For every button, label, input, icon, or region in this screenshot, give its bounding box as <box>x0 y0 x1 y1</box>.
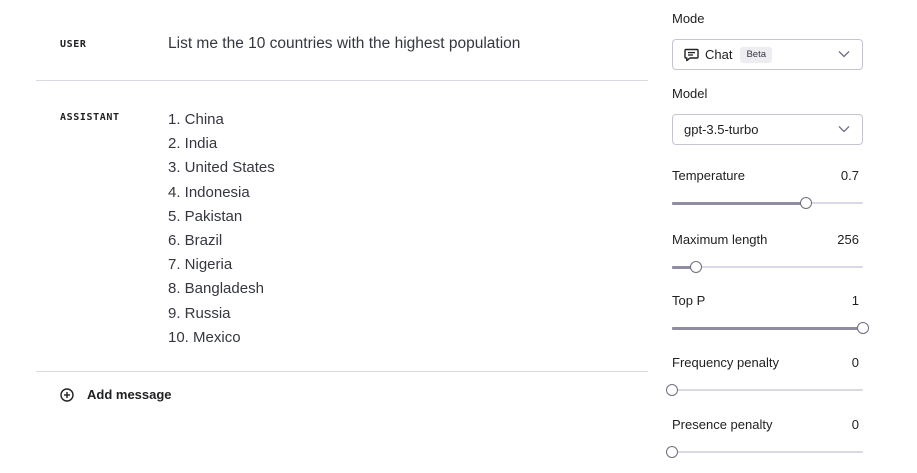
temperature-slider[interactable] <box>672 197 863 209</box>
presence-penalty-slider[interactable] <box>666 446 863 458</box>
assistant-message[interactable]: ASSISTANT 1. China 2. India 3. United St… <box>36 82 648 372</box>
chat-bubble-icon <box>684 48 699 61</box>
frequency-penalty-value: 0 <box>851 355 859 370</box>
assistant-line: 6. Brazil <box>168 232 223 250</box>
temperature-value: 0.7 <box>840 168 859 183</box>
frequency-penalty-slider[interactable] <box>666 384 863 396</box>
chevron-down-icon <box>838 51 850 58</box>
user-message[interactable]: USER List me the 10 countries with the h… <box>36 0 648 81</box>
assistant-line: 9. Russia <box>168 304 231 322</box>
slider-thumb[interactable] <box>799 197 812 209</box>
settings-panel: Mode Chat Beta Model gpt-3.5-turbo Tempe… <box>666 0 917 473</box>
slider-thumb[interactable] <box>689 261 702 273</box>
slider-thumb[interactable] <box>666 446 678 458</box>
add-message-label: Add message <box>87 387 172 402</box>
temperature-label: Temperature <box>672 168 745 183</box>
assistant-line: 10. Mexico <box>168 328 241 346</box>
assistant-line: 2. India <box>168 135 218 153</box>
assistant-role-label[interactable]: ASSISTANT <box>60 112 120 123</box>
maximum-length-slider[interactable] <box>672 261 863 273</box>
mode-select[interactable]: Chat Beta <box>672 39 863 70</box>
assistant-line: 5. Pakistan <box>168 207 243 225</box>
add-message-button[interactable]: Add message <box>60 387 172 402</box>
beta-badge: Beta <box>740 46 773 63</box>
plus-circle-icon <box>60 387 74 402</box>
slider-thumb[interactable] <box>666 384 678 396</box>
assistant-line: 1. China <box>168 111 224 128</box>
frequency-penalty-label: Frequency penalty <box>672 355 779 370</box>
mode-value: Chat <box>705 47 733 62</box>
user-role-label[interactable]: USER <box>60 39 87 50</box>
top-p-value: 1 <box>851 293 859 308</box>
presence-penalty-label: Presence penalty <box>672 417 773 432</box>
assistant-line: 3. United States <box>168 159 275 177</box>
assistant-line: 4. Indonesia <box>168 183 250 201</box>
model-label: Model <box>672 86 708 101</box>
slider-thumb[interactable] <box>857 322 869 334</box>
maximum-length-value: 256 <box>837 232 859 247</box>
presence-penalty-value: 0 <box>851 417 859 432</box>
chevron-down-icon <box>838 126 850 133</box>
assistant-message-text[interactable]: 1. China 2. India 3. United States 4. In… <box>168 108 275 350</box>
mode-label: Mode <box>672 11 705 26</box>
model-select[interactable]: gpt-3.5-turbo <box>672 114 863 145</box>
top-p-slider[interactable] <box>672 322 869 334</box>
user-message-text[interactable]: List me the 10 countries with the highes… <box>168 35 521 52</box>
assistant-line: 8. Bangladesh <box>168 280 264 298</box>
chat-area: USER List me the 10 countries with the h… <box>36 0 648 402</box>
assistant-line: 7. Nigeria <box>168 256 233 274</box>
top-p-label: Top P <box>672 293 706 308</box>
maximum-length-label: Maximum length <box>672 232 768 247</box>
model-value: gpt-3.5-turbo <box>684 122 759 137</box>
